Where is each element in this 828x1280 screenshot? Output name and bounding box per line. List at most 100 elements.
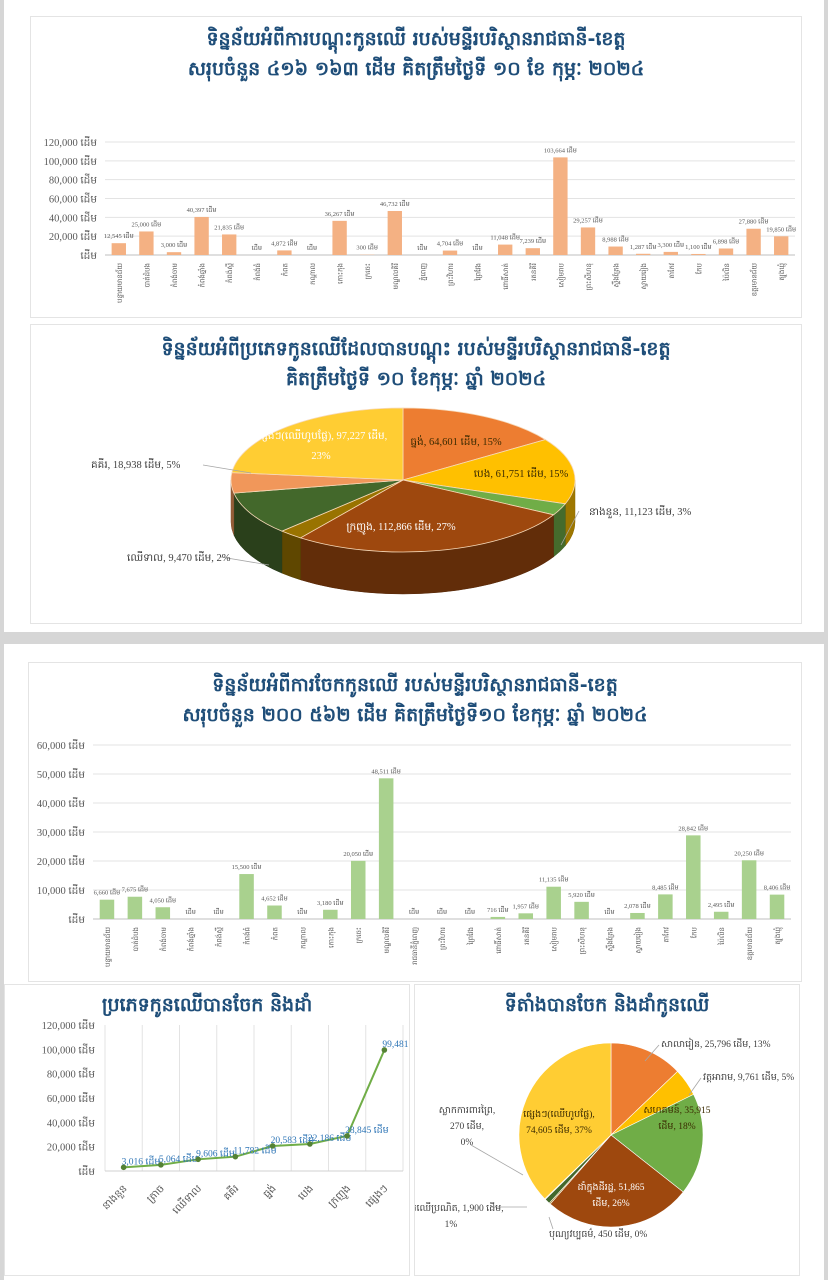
data-label: 4,050 ដើម xyxy=(150,895,177,904)
pie-label: វត្តអារាម, 9,761 ដើម, 5% xyxy=(703,1070,794,1083)
bar xyxy=(99,899,115,919)
data-label: 48,511 ដើម xyxy=(371,766,401,775)
pie-label: 1% xyxy=(445,1220,458,1230)
bar xyxy=(139,231,154,255)
data-label: 46,732 ដើម xyxy=(380,199,410,208)
category-label: គគីរ xyxy=(221,1182,242,1203)
pie-label: ឈើទាល, 9,470 ដើម, 2% xyxy=(127,551,231,564)
y-tick-label: 100,000 ដើម xyxy=(42,1043,96,1056)
bar xyxy=(580,227,596,255)
category-label: ក្រចេះ xyxy=(355,927,363,943)
pie-label: បេង, 61,751 ដើម, 15% xyxy=(474,467,569,480)
data-label: 40,397 ដើម xyxy=(187,205,217,214)
chart1-title: ទិន្នន័យអំពីការបណ្តុះកូនឈើ របស់មន្ទីរបរិ… xyxy=(206,28,626,50)
category-label: រតនគិរី xyxy=(529,263,538,281)
category-label: ស្វាយរៀង xyxy=(639,263,649,290)
pie-slice xyxy=(610,1042,678,1136)
y-tick-label: 50,000 ដើម xyxy=(37,768,85,781)
y-tick-label: 30,000 ដើម xyxy=(37,826,85,839)
y-tick-label: ដើម xyxy=(80,249,97,262)
category-label: នាងនួន xyxy=(101,1183,131,1213)
category-label: បន្ទាយមានជ័យ xyxy=(115,263,124,303)
category-label: កែប xyxy=(689,926,698,938)
pie-label: សហគមន៍, 35,915 xyxy=(643,1103,710,1116)
bar xyxy=(546,886,561,919)
data-label: 1,957 ដើម xyxy=(512,901,539,910)
data-label: 3,000 ដើម xyxy=(161,240,188,249)
pie-slice xyxy=(233,479,404,532)
bar xyxy=(663,251,678,255)
data-label: 20,250 ដើម xyxy=(734,848,764,857)
bar xyxy=(490,916,506,919)
chart4-title: ប្រភេទកូនឈើបានចែក និងដាំ xyxy=(101,994,313,1016)
data-label: 15,500 ដើម xyxy=(232,862,262,871)
category-label: បន្ទាយមានជ័យ xyxy=(103,927,112,967)
y-tick-label: 60,000 ដើម xyxy=(37,739,85,752)
category-label: ត្បូងឃ្មុំ xyxy=(773,927,784,945)
chart3-svg: ដើម 10,000 ដើម 20,000 ដើម 30,000 ដើម 40,000 … xyxy=(37,739,791,967)
page-1: ទិន្នន័យអំពីការបណ្តុះកូនឈើ របស់មន្ទីរបរិ… xyxy=(4,0,824,632)
category-label: កំពង់ចាម xyxy=(159,926,168,951)
category-label: កណ្តាល xyxy=(309,263,317,285)
bar xyxy=(323,909,338,919)
data-label: 2,078 ដើម xyxy=(624,901,651,910)
chart4-svg: ដើម 20,000 ដើម 40,000 ដើម 60,000 ដើម 80,000 … xyxy=(42,1019,409,1217)
bar xyxy=(746,228,761,255)
category-label: ឧត្តរមានជ័យ xyxy=(750,263,759,297)
y-tick-label: ដើម xyxy=(68,913,85,926)
leader-line xyxy=(548,1216,554,1230)
category-label: ពោធិ៍សាត់ xyxy=(493,927,503,954)
category-label: តាកែវ xyxy=(661,926,670,942)
category-label: ព្រៃវែង xyxy=(466,927,475,946)
category-label: មណ្ឌលគិរី xyxy=(391,263,400,289)
bar xyxy=(498,244,513,255)
pie-label: 270 ដើម, xyxy=(450,1119,484,1132)
bar xyxy=(774,236,789,255)
data-label: 103,664 ដើម xyxy=(544,145,577,154)
bar xyxy=(574,901,589,919)
data-label: ដើម xyxy=(417,243,427,252)
leader-line xyxy=(688,1077,702,1096)
pie-label: នាងនួន, 11,123 ដើម, 3% xyxy=(589,505,692,519)
category-label: ស្ទឹងត្រែង xyxy=(612,263,621,287)
leader-line xyxy=(644,1044,660,1062)
chart4-panel: ប្រភេទកូនឈើបានចែក និងដាំ ដើម 20,000 ដើម 40… xyxy=(4,984,410,1276)
category-label: កំពង់ឆ្នាំង xyxy=(198,263,207,287)
pie-label: ផ្សេងៗ(ឈើហូបផ្លែ), xyxy=(523,1107,595,1121)
bar xyxy=(239,874,254,919)
y-tick-label: 60,000 ដើម xyxy=(47,1092,95,1105)
category-label: ត្រាច xyxy=(145,1183,167,1205)
bar xyxy=(222,234,237,255)
bar xyxy=(713,911,729,919)
data-label: ដើម xyxy=(297,907,307,916)
pie-label: បុណ្យវប្បធម៌, 450 ដើម, 0% xyxy=(549,1227,647,1241)
bar xyxy=(630,912,645,919)
leader-line xyxy=(220,556,270,566)
pie-label: 0% xyxy=(461,1138,474,1148)
category-label: ឈើទាល xyxy=(169,1182,204,1217)
y-tick-label: 20,000 ដើម xyxy=(49,230,97,243)
pie-label: ស្លាកការពារព្រៃ, xyxy=(439,1103,495,1116)
category-label: ស្ទឹងត្រែង xyxy=(606,927,615,951)
bar xyxy=(194,216,209,255)
category-label: ប៉ៃលិន xyxy=(722,263,731,282)
category-label: ព្រះវិហារ xyxy=(446,263,455,286)
pie-label: 74,605 ដើម, 37% xyxy=(526,1123,592,1136)
bar xyxy=(518,913,534,919)
bar xyxy=(267,905,282,919)
category-label: កំពង់ធំ xyxy=(243,927,252,945)
chart1-svg: ដើម 20,000 ដើម 40,000 ដើម 60,000 ដើម 80,000 … xyxy=(44,136,797,303)
data-label: ដើម xyxy=(186,907,196,916)
data-label: 5,064 ដើម xyxy=(159,1152,198,1165)
data-point xyxy=(158,1162,164,1168)
data-label: 8,988 ដើម xyxy=(602,235,629,244)
chart2-panel: ទិន្នន័យអំពីប្រភេទកូនឈើដែលបានបណ្តុះ របស់… xyxy=(30,324,802,624)
category-label: ស្វាយរៀង xyxy=(633,927,643,954)
category-label: កណ្តាល xyxy=(299,927,307,949)
data-label: 3,016 ដើម xyxy=(122,1154,161,1167)
data-label: 4,872 ដើម xyxy=(271,238,298,247)
chart2-title: ទិន្នន័យអំពីប្រភេទកូនឈើដែលបានបណ្តុះ របស់… xyxy=(161,338,671,360)
category-label: ផ្សេងៗ xyxy=(364,1183,391,1210)
data-label: 11,048 ដើម xyxy=(490,233,520,242)
y-tick-label: 120,000 ដើម xyxy=(42,1019,96,1032)
